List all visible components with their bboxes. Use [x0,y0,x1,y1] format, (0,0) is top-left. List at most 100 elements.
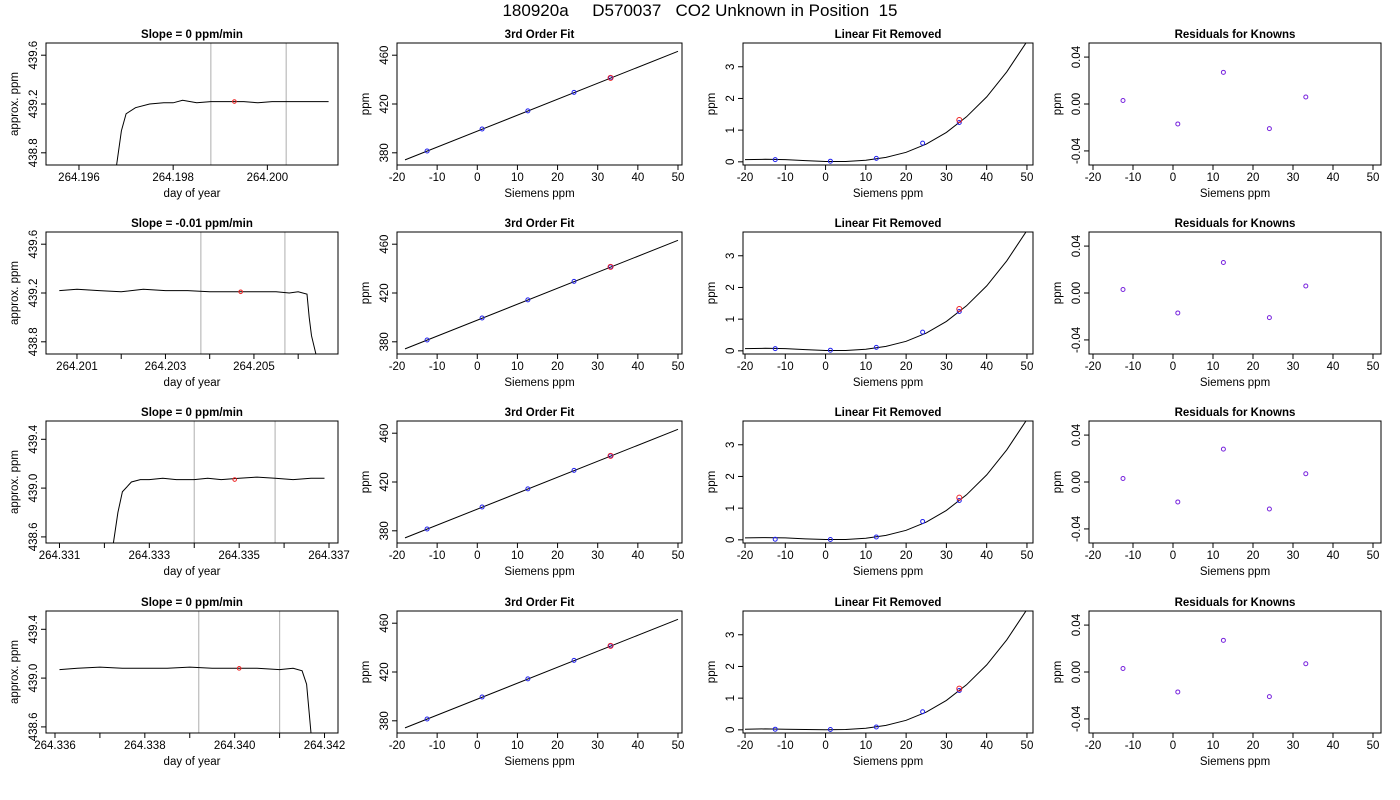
y-axis-label: ppm [706,282,718,304]
y-axis-label: ppm [360,471,372,493]
fit-curve [744,43,1027,162]
x-tick-label: 20 [1247,361,1260,373]
x-tick-label: -10 [1125,740,1142,752]
panel-row3-linear-removed: Linear Fit Removed -20 -10 0 10 20 30 40 50 0 1 2 3 S… [706,407,1034,578]
data-point [571,467,577,473]
y-tick-label: 439.2 [28,279,40,308]
data-point [827,347,833,353]
data-point [956,498,962,504]
panel-row1-residuals: Residuals for Knowns -20 -10 0 10 20 30 40 50 -0.… [1052,29,1382,200]
data-point [920,518,926,524]
x-tick-label: 40 [980,172,993,184]
plot-frame [1088,610,1382,734]
panel-row2-fit: 3rd Order Fit -20 -10 0 10 20 30 40 50 380 420 460 S… [360,218,684,389]
y-tick-label: 380 [379,143,391,162]
y-tick-label: 438.8 [28,138,40,167]
fit-curve [404,50,679,161]
panel-data [404,428,679,539]
x-tick-label: 0 [474,361,480,373]
x-axis-label: Siemens ppm [853,188,923,200]
x-tick-label: 50 [1021,550,1034,562]
x-tick-label: 0 [1170,172,1176,184]
x-tick-label: -10 [1125,361,1142,373]
data-point [1303,471,1309,477]
x-tick-label: 10 [511,172,524,184]
y-tick-label: 0.00 [1071,93,1083,115]
y-tick-label: 2 [725,95,737,101]
x-tick-label: 0 [1170,550,1176,562]
y-axis-label: approx. ppm [9,640,21,704]
x-tick-label: 30 [1287,172,1300,184]
panel-title: 3rd Order Fit [505,218,575,230]
unknown-point [956,117,963,124]
panel-title: Residuals for Knowns [1175,407,1296,419]
x-tick-label: 30 [591,740,604,752]
panel-row1-fit: 3rd Order Fit -20 -10 0 10 20 30 40 50 380 420 460 S… [360,29,684,200]
y-tick-label: -0.04 [1071,705,1083,732]
data-point [920,140,926,146]
y-tick-label: 420 [379,472,391,491]
panel-title: Linear Fit Removed [835,218,942,230]
panel-title: Residuals for Knowns [1175,597,1296,609]
x-tick-label: -10 [1125,172,1142,184]
data-point [1266,694,1272,700]
panel-row4-residuals: Residuals for Knowns -20 -10 0 10 20 30 40 50 -0.… [1052,597,1382,768]
y-tick-label: 439.2 [28,90,40,119]
panel-row2-residuals: Residuals for Knowns -20 -10 0 10 20 30 40 50 -0.… [1052,218,1382,389]
y-tick-label: 380 [379,711,391,730]
x-tick-label: -10 [429,550,446,562]
y-tick-label: 439.0 [28,664,40,693]
y-tick-label: 2 [725,663,737,669]
y-tick-label: -0.04 [1071,515,1083,542]
series-line [59,288,317,354]
x-tick-label: 10 [1207,550,1220,562]
x-tick-label: -20 [389,740,406,752]
x-tick-label: 10 [511,740,524,752]
x-tick-label: -10 [1125,550,1142,562]
data-point [873,344,879,350]
unknown-point [232,99,237,104]
x-tick-label: 20 [900,361,913,373]
plot-frame [45,420,339,544]
x-axis-label: Siemens ppm [1200,188,1270,200]
y-axis-label: ppm [360,661,372,683]
fit-curve [404,428,679,539]
x-tick-label: 0 [474,740,480,752]
x-tick-label: 264.340 [214,740,256,752]
x-axis-label: Siemens ppm [1200,377,1270,389]
data-point [772,346,778,352]
x-tick-label: 40 [631,361,644,373]
panel-title: Linear Fit Removed [835,29,942,41]
x-tick-label: 264.201 [56,361,98,373]
x-tick-label: 264.333 [129,550,171,562]
x-tick-label: -20 [737,740,754,752]
x-tick-label: 10 [511,550,524,562]
series-line [112,476,325,543]
data-point [479,126,485,132]
data-point [1120,286,1126,292]
panel-title: Slope = 0 ppm/min [141,407,243,419]
x-axis-label: day of year [164,188,221,200]
y-axis-label: ppm [706,471,718,493]
data-point [827,537,833,543]
y-axis-label: approx. ppm [9,450,21,514]
y-axis-label: ppm [1052,661,1064,683]
y-axis-label: ppm [1052,93,1064,115]
x-tick-label: 0 [822,550,828,562]
x-tick-label: 264.331 [39,550,81,562]
data-point [479,315,485,321]
data-point [525,676,531,682]
panel-title: Linear Fit Removed [835,407,942,419]
panel-title: Linear Fit Removed [835,597,942,609]
x-tick-label: 264.203 [145,361,187,373]
x-tick-label: 30 [591,550,604,562]
panel-data [404,618,679,729]
plot-frame [396,231,683,355]
x-tick-label: 30 [591,172,604,184]
y-tick-label: 0.04 [1071,234,1083,257]
panel-data [744,421,1027,543]
y-tick-label: -0.04 [1071,326,1083,353]
panel-data [112,476,325,543]
x-tick-label: 10 [859,740,872,752]
y-axis-label: ppm [360,282,372,304]
